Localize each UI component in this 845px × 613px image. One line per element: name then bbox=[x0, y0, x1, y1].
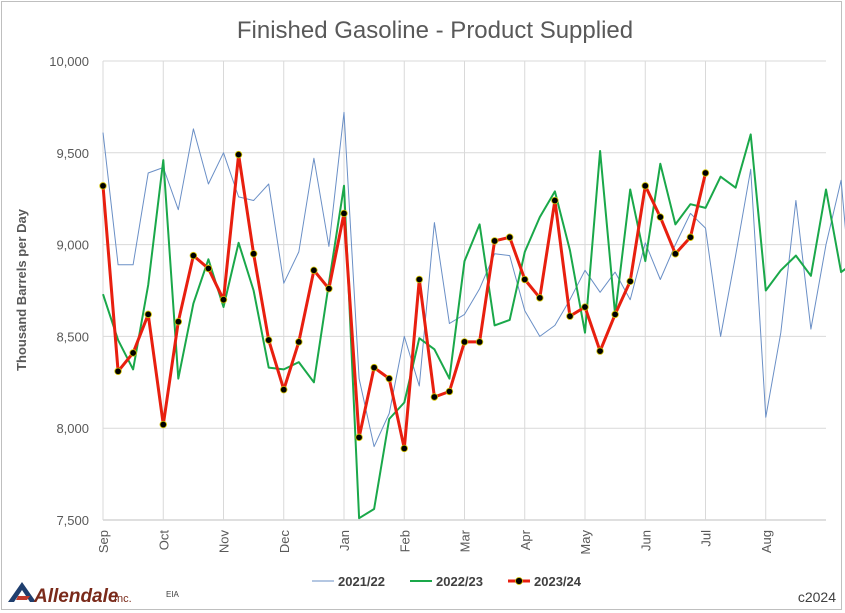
data-point-2023-24 bbox=[611, 310, 619, 319]
series-line-2022-23 bbox=[102, 133, 845, 520]
data-point-2023-24 bbox=[204, 264, 213, 273]
legend-item-2022-23: 2022/23 bbox=[410, 574, 483, 589]
data-point-2023-24 bbox=[370, 363, 378, 372]
data-point-2023-24 bbox=[385, 374, 393, 383]
x-tick-label: Dec bbox=[277, 530, 292, 554]
data-point-2023-24 bbox=[521, 275, 529, 284]
legend-label-2021-22: 2021/22 bbox=[338, 574, 385, 589]
x-tick-label: Nov bbox=[217, 530, 232, 554]
x-tick-label: Jun bbox=[638, 530, 653, 551]
y-axis-ticks: 7,500 8,000 8,500 9,000 9,500 10,000 bbox=[49, 54, 89, 528]
data-point-2023-24 bbox=[234, 150, 243, 159]
data-point-2023-24 bbox=[159, 420, 167, 429]
x-tick-label: Jul bbox=[699, 530, 714, 547]
data-point-2023-24 bbox=[415, 275, 424, 284]
data-point-2023-24 bbox=[656, 213, 665, 221]
data-point-2023-24 bbox=[280, 385, 288, 394]
data-point-2023-24 bbox=[430, 393, 439, 401]
data-point-2023-24 bbox=[686, 233, 695, 241]
x-tick-label: Apr bbox=[518, 529, 533, 550]
legend: 2021/22 2022/23 2023/24 bbox=[312, 574, 582, 589]
x-tick-label: Sep bbox=[96, 530, 111, 553]
data-point-2023-24 bbox=[174, 318, 183, 326]
x-tick-label: Feb bbox=[397, 530, 412, 552]
data-point-2023-24 bbox=[490, 237, 499, 245]
data-point-2023-24 bbox=[264, 336, 273, 344]
data-point-2023-24 bbox=[505, 233, 514, 241]
y-tick-label: 8,500 bbox=[56, 329, 89, 344]
data-point-2023-24 bbox=[400, 444, 408, 453]
y-axis-label: Thousand Barrels per Day bbox=[14, 208, 29, 371]
data-point-2023-24 bbox=[551, 196, 559, 205]
x-axis-ticks: Sep Oct Nov Dec Jan Feb Mar Apr May Jun Jul Aug bbox=[96, 529, 774, 554]
data-point-2023-24 bbox=[310, 266, 318, 275]
x-tick-label: May bbox=[578, 530, 593, 555]
data-point-2023-24 bbox=[460, 338, 469, 346]
y-tick-label: 7,500 bbox=[56, 513, 89, 528]
legend-marker-2023-24 bbox=[515, 577, 523, 585]
allendale-logo: Allendale Inc. bbox=[8, 582, 132, 607]
data-point-2023-24 bbox=[144, 310, 152, 319]
data-point-2023-24 bbox=[219, 295, 228, 304]
legend-label-2022-23: 2022/23 bbox=[436, 574, 483, 589]
data-point-2023-24 bbox=[566, 312, 574, 320]
y-tick-label: 9,000 bbox=[56, 238, 89, 253]
data-point-2023-24 bbox=[129, 349, 137, 357]
series-group bbox=[99, 111, 845, 520]
chart-title: Finished Gasoline - Product Supplied bbox=[237, 17, 633, 44]
data-point-2023-24 bbox=[295, 338, 303, 346]
x-tick-label: Mar bbox=[458, 529, 473, 552]
data-point-2023-24 bbox=[701, 169, 710, 177]
copyright: c2024 bbox=[798, 589, 836, 605]
data-point-2023-24 bbox=[596, 347, 604, 355]
data-point-2023-24 bbox=[340, 209, 348, 218]
data-point-2023-24 bbox=[475, 338, 484, 346]
x-tick-label: Oct bbox=[156, 530, 171, 551]
data-point-2023-24 bbox=[99, 182, 107, 190]
legend-item-2021-22: 2021/22 bbox=[312, 574, 385, 589]
data-point-2023-24 bbox=[641, 182, 649, 190]
logo-suffix: Inc. bbox=[114, 593, 132, 605]
source-label: EIA bbox=[166, 590, 180, 599]
data-point-2023-24 bbox=[189, 251, 198, 260]
y-tick-label: 9,500 bbox=[56, 146, 89, 161]
data-point-2023-24 bbox=[355, 433, 363, 442]
legend-item-2023-24: 2023/24 bbox=[508, 574, 582, 589]
data-point-2023-24 bbox=[445, 387, 454, 396]
data-point-2023-24 bbox=[581, 303, 589, 311]
data-point-2023-24 bbox=[671, 250, 680, 258]
legend-label-2023-24: 2023/24 bbox=[534, 574, 582, 589]
data-point-2023-24 bbox=[536, 294, 544, 302]
data-point-2023-24 bbox=[626, 277, 634, 286]
logo-swoosh-icon bbox=[16, 596, 30, 600]
y-tick-label: 10,000 bbox=[49, 54, 89, 69]
data-point-2023-24 bbox=[114, 367, 122, 375]
x-tick-label: Jan bbox=[337, 530, 352, 551]
y-tick-label: 8,000 bbox=[56, 421, 89, 436]
data-point-2023-24 bbox=[325, 284, 333, 293]
grid bbox=[102, 60, 826, 521]
data-point-2023-24 bbox=[249, 250, 258, 258]
x-tick-label: Aug bbox=[759, 530, 774, 553]
logo-name: Allendale bbox=[33, 586, 119, 607]
